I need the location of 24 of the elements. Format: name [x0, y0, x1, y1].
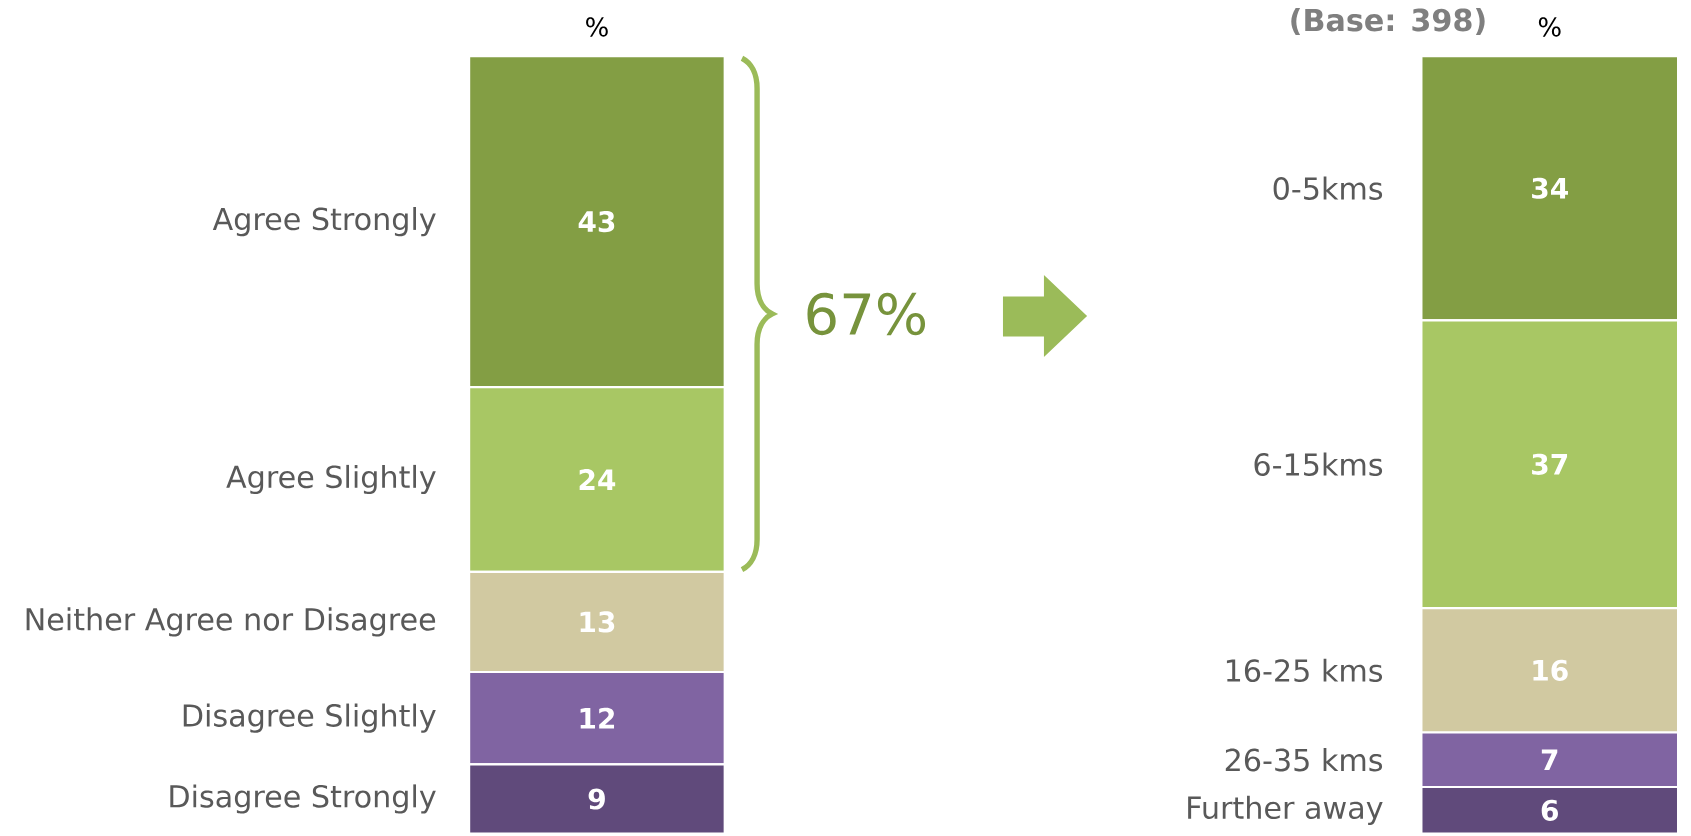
series-label: Further away [1188, 795, 1383, 826]
series-label: Agree Slightly [226, 464, 436, 495]
text: 67% [807, 292, 926, 336]
text: % [586, 17, 608, 37]
series-label: 0-5kms [1273, 176, 1383, 201]
data-label: 6 [1541, 799, 1558, 822]
series-label: Disagree Slightly [183, 703, 436, 733]
data-label: 12 [580, 707, 615, 729]
series-label: 6-15kms [1254, 452, 1383, 477]
text: % [1538, 17, 1561, 37]
series-label: Agree Strongly [212, 207, 436, 237]
series-label: 26-35 kms [1225, 748, 1383, 772]
chart-subtitle: (Base: 398) [1291, 8, 1485, 36]
data-label: 34 [1532, 177, 1568, 199]
data-label: 7 [1541, 749, 1558, 771]
data-label: 13 [580, 611, 615, 633]
data-label: 16 [1533, 659, 1568, 682]
data-label: 9 [588, 788, 605, 810]
series-label: 16-25 kms [1226, 658, 1383, 683]
data-label: 24 [579, 469, 616, 490]
data-label: 37 [1532, 453, 1568, 475]
data-label: 43 [578, 211, 615, 233]
series-label: Disagree Strongly [170, 784, 436, 814]
series-label: Neither Agree nor Disagree [26, 607, 436, 637]
